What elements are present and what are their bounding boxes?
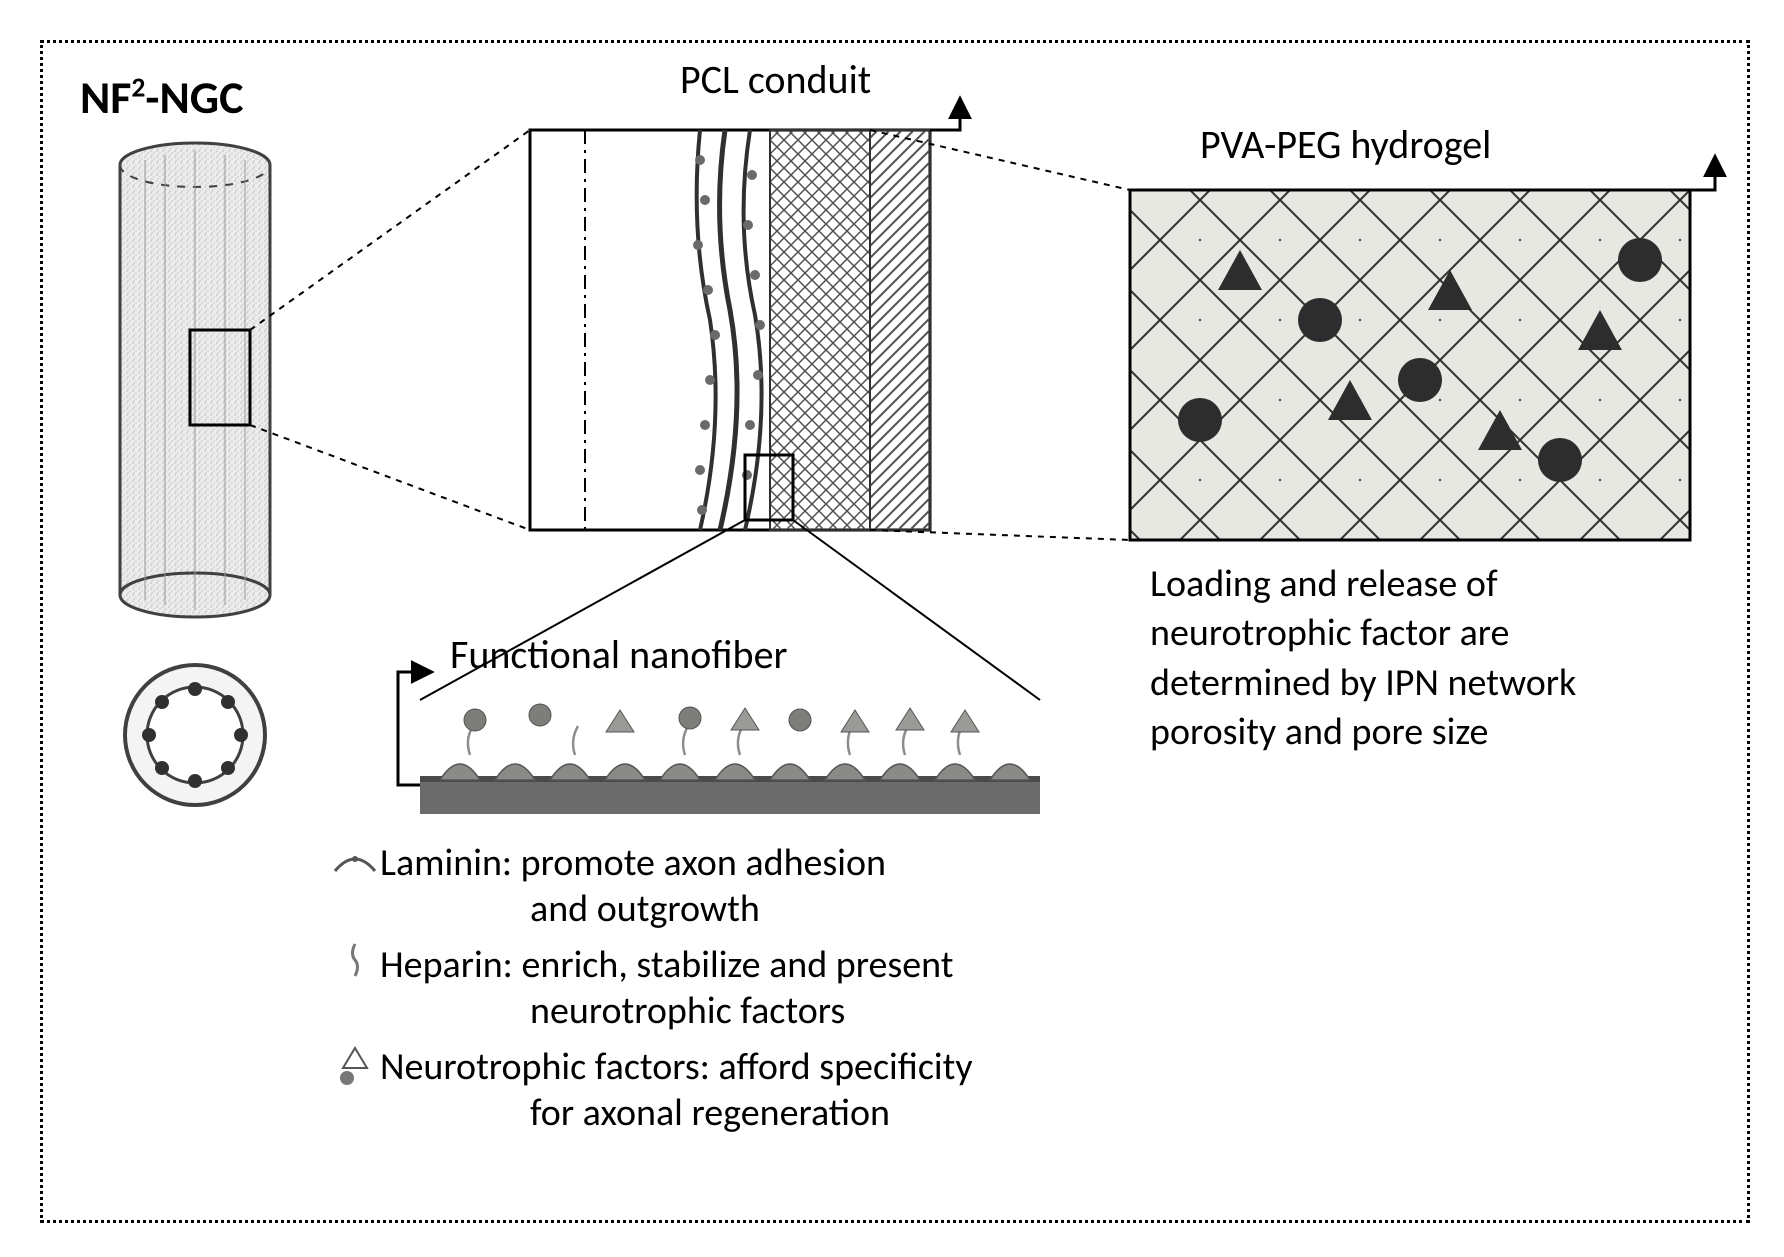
middle-panel bbox=[530, 130, 930, 530]
conduit-cylinder bbox=[120, 143, 270, 617]
hydrogel-panel bbox=[1130, 190, 1690, 540]
nanofiber-panel bbox=[420, 704, 1040, 814]
diagram-svg bbox=[0, 0, 1784, 1257]
conduit-cross-section bbox=[125, 665, 265, 805]
